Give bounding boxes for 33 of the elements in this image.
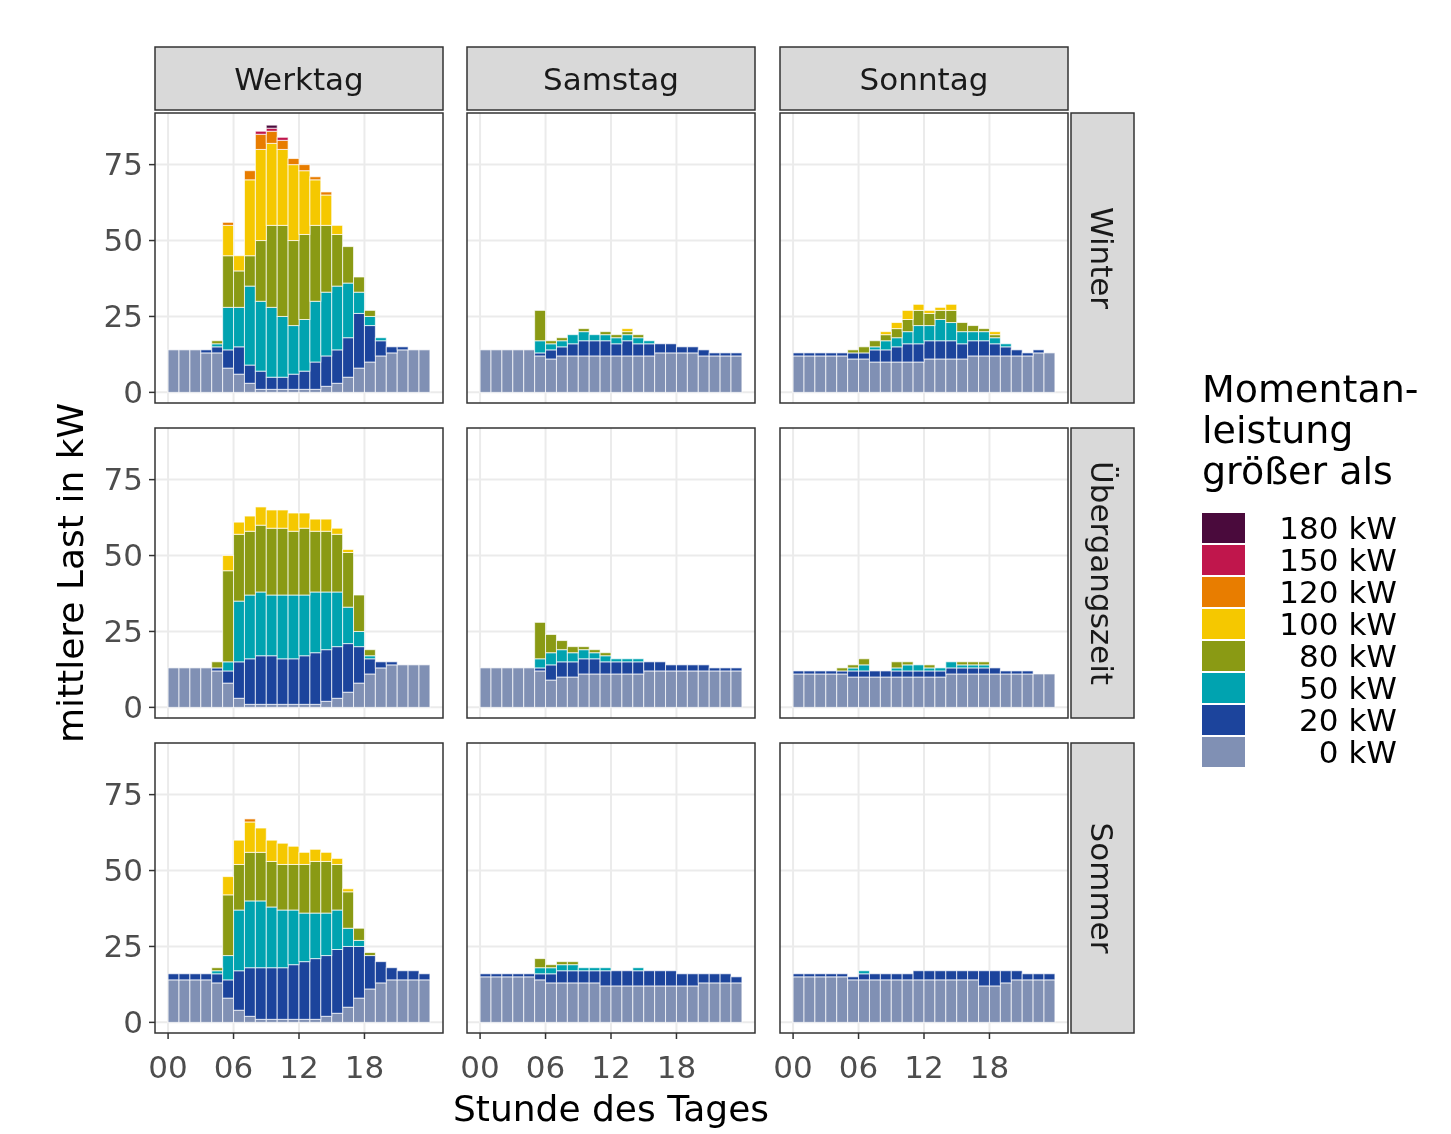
- y-tick-label: 50: [103, 852, 143, 889]
- y2-axis-title: Sommer: [1084, 822, 1121, 954]
- y-tick-label: 50: [103, 222, 143, 259]
- x-tick-label: 00: [148, 1049, 188, 1085]
- y-tick-label: 0: [123, 374, 143, 411]
- y-tick-label: 75: [103, 146, 143, 183]
- x-tick-label: 06: [525, 1049, 566, 1085]
- y-tick-label: 50: [103, 537, 143, 574]
- x-tick-label: 00: [460, 1049, 500, 1085]
- y-tick-label: 75: [103, 776, 143, 813]
- chart-title: Sonntag: [859, 60, 989, 97]
- y-tick-label: 25: [103, 613, 143, 650]
- y-tick-label: 75: [103, 461, 143, 498]
- y-axis-title: mittlere Last in kW: [49, 402, 91, 744]
- x-tick-label: 12: [591, 1049, 631, 1085]
- x-tick-label: 18: [656, 1049, 697, 1085]
- y-tick-label: 0: [123, 1004, 143, 1041]
- legend-title: Momentan- leistung größer als: [1202, 367, 1419, 493]
- x-tick-label: 12: [279, 1049, 319, 1085]
- y2-axis-title: Winter: [1084, 206, 1121, 310]
- x-tick-label: 12: [904, 1049, 944, 1085]
- x-tick-label: 18: [344, 1049, 385, 1085]
- chart-title: Samstag: [543, 60, 679, 97]
- y2-axis-title: Übergangszeit: [1084, 461, 1121, 685]
- x-tick-label: 18: [969, 1049, 1010, 1085]
- x-tick-label: 06: [838, 1049, 879, 1085]
- y-tick-label: 25: [103, 298, 143, 335]
- y-tick-label: 25: [103, 928, 143, 965]
- y-tick-label: 0: [123, 689, 143, 726]
- x-tick-label: 06: [213, 1049, 254, 1085]
- chart-title: Werktag: [234, 60, 364, 97]
- x-axis-title: Stunde des Tages: [452, 1088, 770, 1129]
- x-tick-label: 00: [773, 1049, 813, 1085]
